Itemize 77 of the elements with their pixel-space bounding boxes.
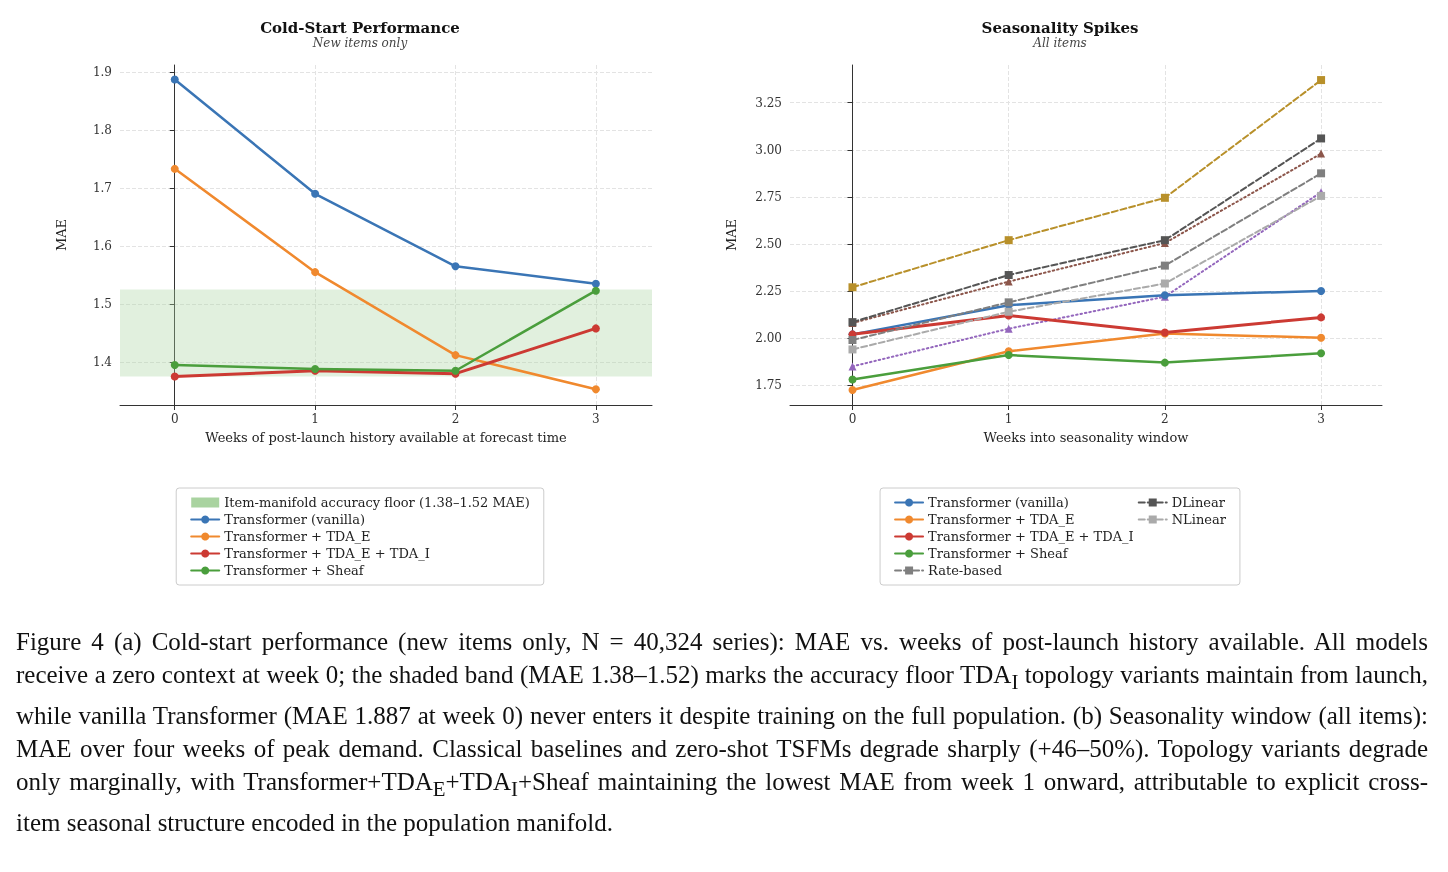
y-tick-label: 2.50 (755, 236, 782, 251)
chart-subtitle: All items (1032, 36, 1087, 50)
point (451, 351, 460, 360)
y-tick-label: 2.00 (755, 331, 782, 346)
legend-label: Transformer (vanilla) (224, 512, 365, 527)
point (848, 375, 857, 384)
x-axis-title: Weeks into seasonality window (983, 430, 1189, 445)
chart-title: Cold-Start Performance (260, 18, 460, 37)
point (848, 345, 857, 354)
x-tick-label: 3 (1317, 412, 1325, 426)
x-tick-label: 0 (170, 412, 179, 426)
point (1160, 261, 1169, 270)
point (591, 286, 600, 295)
x-tick-label: 2 (1161, 412, 1169, 426)
point (1160, 193, 1169, 202)
x-tick-label: 1 (1004, 412, 1013, 426)
point (1004, 351, 1013, 360)
legend-label: Rate-based (928, 563, 1002, 578)
point (311, 189, 320, 198)
legend-label: Item-manifold accuracy floor (1.38–1.52 MAE) (224, 495, 530, 510)
point (848, 336, 857, 345)
point (591, 385, 600, 394)
y-tick-label: 1.5 (92, 297, 112, 312)
legend-label: Transformer + TDA_E + TDA_I (224, 546, 430, 561)
point (591, 324, 600, 333)
point (1004, 271, 1013, 280)
point (591, 279, 600, 288)
y-tick-label: 1.6 (92, 239, 112, 254)
legend-label: Transformer + TDA_E (224, 529, 371, 544)
x-axis-title: Weeks of post-launch history available at forecast time (205, 430, 567, 445)
point (1004, 236, 1013, 245)
x-tick-label: 3 (592, 412, 600, 426)
point (1004, 324, 1013, 333)
point (848, 385, 857, 394)
legend-label: Transformer + TDA_E + TDA_I (928, 529, 1134, 544)
legend-label: Transformer (vanilla) (928, 495, 1069, 510)
point (1317, 349, 1326, 358)
point (170, 372, 179, 381)
y-tick-label: 1.8 (92, 122, 112, 137)
x-tick-label: 1 (311, 412, 319, 426)
y-axis-title: MAE (724, 218, 739, 252)
legend-label: NLinear (1171, 512, 1227, 527)
point (1317, 76, 1326, 85)
y-tick-label: 1.75 (755, 378, 782, 393)
point (1004, 307, 1013, 316)
point (1160, 358, 1169, 367)
x-tick-label: 2 (451, 412, 460, 426)
y-axis-title: MAE (54, 218, 69, 252)
legend-label: DLinear (1171, 495, 1226, 510)
chart-subtitle: New items only (311, 36, 408, 50)
point (848, 362, 857, 371)
text: Figure 4 (a) Cold-start performance (new items only, N = 40,324 series): MAE vs. weeks of post-launch history available. All models receive a zero context at week 0; the shaded band (MAE 1.38–1.52) marks the accuracy floor TDA$_{I}$ topology variants maintain from launch, while vanilla Transformer (MAE 1.887 at week 0) never enters it despite training on the full population. (b) Seasonality window (all items): MAE over four weeks of peak demand. Classical baselines and zero-shot TSFMs degrade sharply (+46–50%). Topology variants degrade only marginally, with Transformer+TDA$_{E}$+TDA$_{I}$+Sheaf maintaining the lowest MAE from week 1 onward, attributable to explicit cross-item seasonal structure encoded in the population manifold. (16, 628, 1428, 836)
legend-label: Transformer + TDA_E (928, 512, 1075, 527)
point (848, 283, 857, 292)
point (170, 360, 179, 369)
point (1317, 134, 1326, 143)
y-tick-label: 1.9 (92, 64, 112, 79)
chart-title: Seasonality Spikes (981, 18, 1139, 37)
point (1317, 313, 1326, 322)
y-tick-label: 3.25 (755, 95, 782, 110)
legend-label: Transformer + Sheaf (928, 546, 1069, 561)
point (1160, 279, 1169, 288)
point (311, 268, 320, 277)
point (451, 262, 460, 271)
point (1317, 169, 1326, 178)
y-tick-label: 1.4 (92, 355, 113, 370)
point (170, 75, 179, 84)
point (170, 164, 179, 173)
x-tick-label: 0 (848, 412, 857, 426)
y-tick-label: 2.25 (755, 284, 782, 299)
y-tick-label: 1.7 (92, 181, 112, 195)
point (1317, 149, 1326, 158)
y-tick-label: 3.00 (755, 142, 782, 157)
point (1317, 333, 1326, 342)
point (1317, 287, 1326, 296)
y-tick-label: 2.75 (755, 189, 782, 204)
legend-label: Transformer + Sheaf (224, 563, 365, 578)
